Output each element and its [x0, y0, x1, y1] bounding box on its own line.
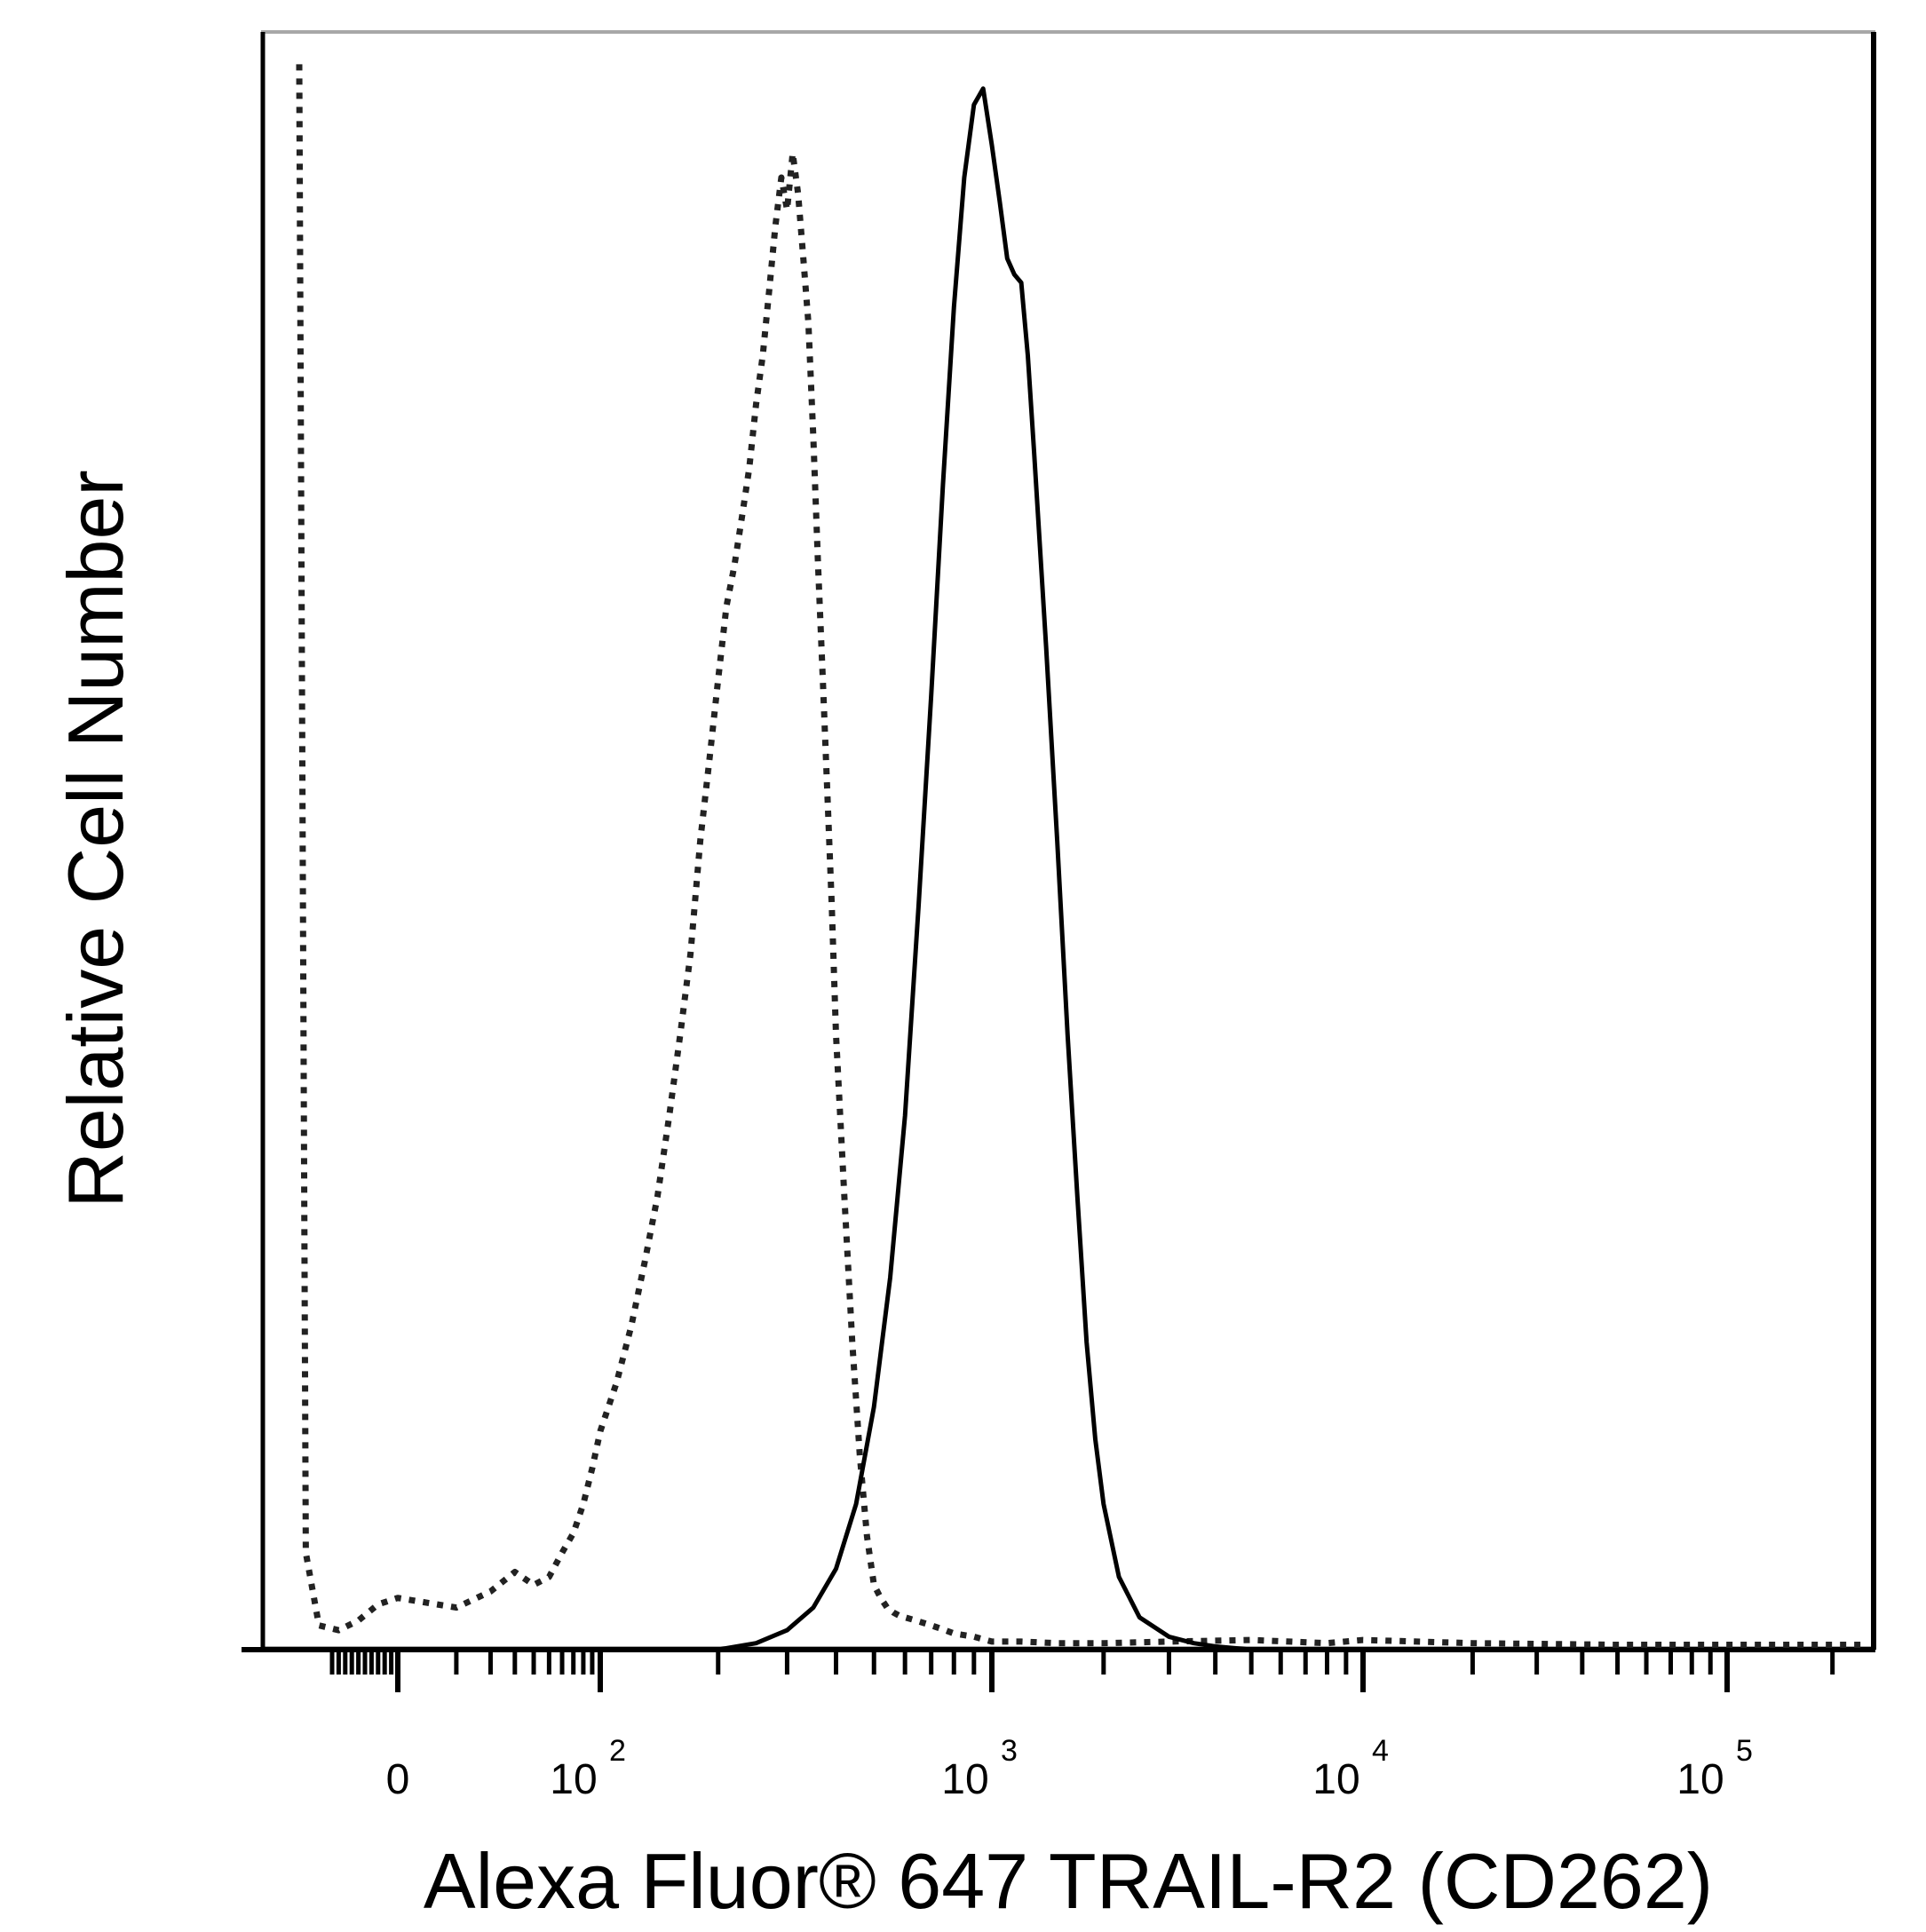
x-tick-exponent: 5 [1736, 1734, 1753, 1768]
x-tick-exponent: 2 [609, 1734, 626, 1768]
x-axis-tick-labels: 0 2 10 3 10 4 10 5 10 [386, 1734, 1753, 1803]
x-tick-label: 10 [941, 1756, 988, 1803]
x-axis-ticks [329, 1650, 1835, 1692]
x-tick-label: 0 [386, 1756, 410, 1803]
series-layer [296, 64, 1867, 1652]
x-tick-exponent: 4 [1372, 1734, 1389, 1768]
solid-histogram-line [717, 86, 1252, 1652]
y-axis-label: Relative Cell Number [52, 470, 139, 1208]
x-tick-label: 10 [1676, 1756, 1724, 1803]
x-axis-label: Alexa Fluor® 647 TRAIL-R2 (CD262) [424, 1837, 1713, 1925]
x-tick-exponent: 3 [1001, 1734, 1018, 1768]
x-tick-label: 10 [1312, 1756, 1359, 1803]
x-tick-label: 10 [550, 1756, 597, 1803]
plot-frame [261, 30, 1875, 1650]
